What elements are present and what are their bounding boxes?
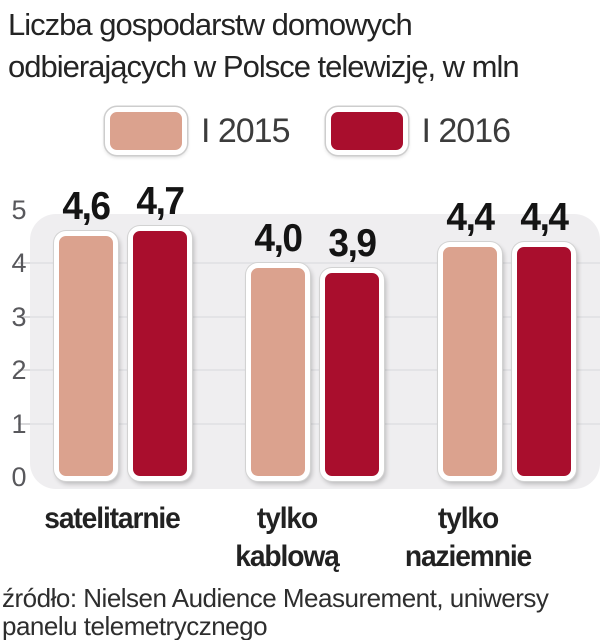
legend-item-i-2016: I 2016 (325, 107, 512, 155)
category-label-line: tylko (256, 502, 318, 535)
source-line-2: panelu telemetrycznego (2, 611, 268, 640)
value-label-I-2016-tylko-naziemnie: 4,4 (520, 195, 569, 239)
bar-I-2015-satelitarnie (54, 230, 118, 481)
y-axis-label-0: 0 (11, 462, 26, 492)
bar-I-2015-tylko-naziemnie (438, 241, 502, 481)
y-axis-label-1: 1 (11, 408, 26, 439)
bar-I-2016-tylko-naziemnie (512, 241, 576, 481)
chart-title: Liczba gospodarstw domowych odbierającyc… (8, 4, 520, 88)
legend-swatch-2015 (104, 107, 187, 155)
legend: I 2015 I 2016 (0, 104, 615, 158)
legend-item-i-2015: I 2015 (104, 107, 291, 155)
source-note: źródło: Nielsen Audience Measurement, un… (2, 583, 549, 640)
gridline-3 (30, 315, 600, 318)
y-axis-label-5: 5 (11, 194, 26, 225)
category-label-line: naziemnie (404, 540, 532, 573)
chart-title-line-1: Liczba gospodarstw domowych (8, 7, 413, 42)
category-label-tylko-kablową: tylko kablową (184, 500, 391, 576)
source-line-1: źródło: Nielsen Audience Measurement, un… (2, 583, 549, 613)
plot-area (30, 214, 600, 489)
gridline-2 (30, 369, 600, 371)
y-axis-label-2: 2 (11, 355, 26, 385)
category-label-line: kablową (235, 540, 340, 573)
legend-label: I 2016 (421, 111, 512, 150)
category-label-line: satelitarnie (44, 502, 181, 535)
bar-I-2016-tylko-kablową (320, 268, 384, 481)
y-axis-label-3: 3 (11, 301, 26, 332)
bar-I-2015-tylko-kablową (246, 263, 310, 481)
category-label-line: tylko (437, 502, 499, 535)
value-label-I-2015-satelitarnie: 4,6 (62, 184, 111, 228)
gridline-1 (30, 422, 600, 425)
value-label-I-2016-tylko-kablową: 3,9 (328, 222, 377, 266)
y-axis-label-4: 4 (11, 248, 26, 278)
value-label-I-2015-tylko-naziemnie: 4,4 (446, 195, 495, 239)
legend-swatch-2016 (325, 107, 408, 155)
value-label-I-2016-satelitarnie: 4,7 (136, 179, 185, 223)
chart-title-line-2: odbierających w Polsce telewizję, w mln (8, 49, 520, 84)
gridline-4 (30, 262, 600, 264)
category-label-tylko-naziemnie: tylko naziemnie (365, 500, 572, 576)
bar-I-2016-satelitarnie (128, 225, 192, 481)
legend-label: I 2015 (200, 111, 291, 150)
value-label-I-2015-tylko-kablową: 4,0 (254, 217, 303, 260)
category-label-satelitarnie: satelitarnie (9, 500, 216, 538)
